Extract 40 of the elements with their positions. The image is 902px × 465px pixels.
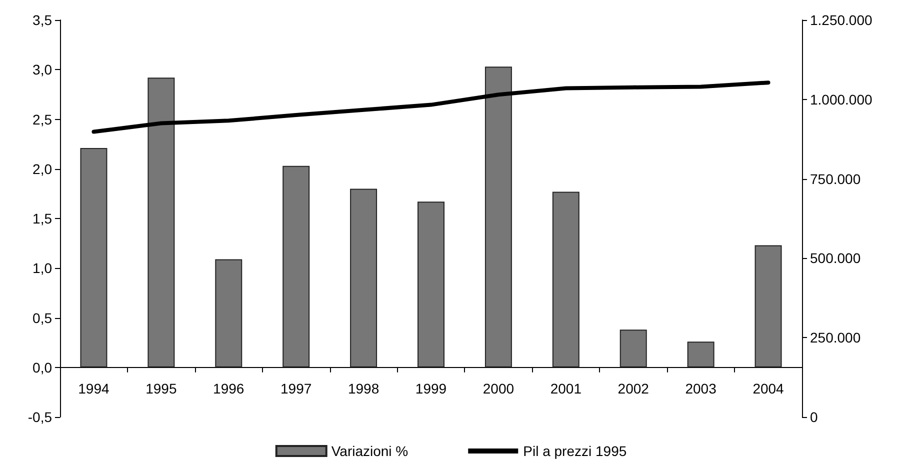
y2-tick-label: 0 — [810, 409, 818, 425]
y2-tick-label: 500.000 — [810, 250, 861, 266]
bar — [687, 342, 714, 368]
x-tick-label: 1997 — [280, 380, 312, 396]
bar — [215, 259, 242, 368]
x-tick-label: 1996 — [213, 380, 244, 396]
x-tick-label: 1995 — [146, 380, 177, 396]
y-tick-label: 3,0 — [32, 62, 52, 78]
x-tick-label: 2004 — [752, 380, 784, 396]
y-tick-label: 2,0 — [32, 160, 52, 177]
y2-tick-label: 1.250.000 — [810, 12, 872, 28]
bar — [484, 66, 512, 368]
bar — [620, 330, 647, 368]
x-tick-label: 2001 — [550, 380, 582, 396]
y-tick-label: -0,5 — [28, 409, 52, 425]
bar — [282, 166, 310, 368]
x-tick-label: 2000 — [482, 380, 514, 396]
y2-tick-label: 250.000 — [810, 330, 861, 346]
x-tick-label: 1994 — [78, 380, 110, 396]
y-tick-label: 1,0 — [32, 260, 52, 276]
y-tick-label: 3,5 — [32, 12, 52, 28]
bar — [148, 78, 175, 368]
y2-tick-label: 1.000.000 — [810, 91, 872, 108]
x-tick-label: 2002 — [618, 380, 650, 396]
line-series — [92, 80, 770, 134]
x-tick-label: 1998 — [348, 380, 380, 396]
bar — [80, 148, 108, 368]
x-tick-label: 1999 — [415, 380, 447, 396]
bar — [552, 192, 580, 368]
legend-label: Pil a prezzi 1995 — [523, 443, 627, 459]
legend-label: Variazioni % — [331, 443, 408, 459]
bar — [350, 188, 378, 368]
bar — [754, 245, 782, 368]
y2-tick-label: 750.000 — [810, 170, 861, 187]
y-tick-label: 0,0 — [32, 359, 52, 376]
y-tick-label: 1,5 — [32, 210, 52, 226]
y-tick-label: 0,5 — [32, 310, 52, 326]
x-tick-label: 2003 — [685, 380, 717, 396]
y-tick-label: 2,5 — [32, 111, 52, 128]
bar — [418, 202, 444, 368]
